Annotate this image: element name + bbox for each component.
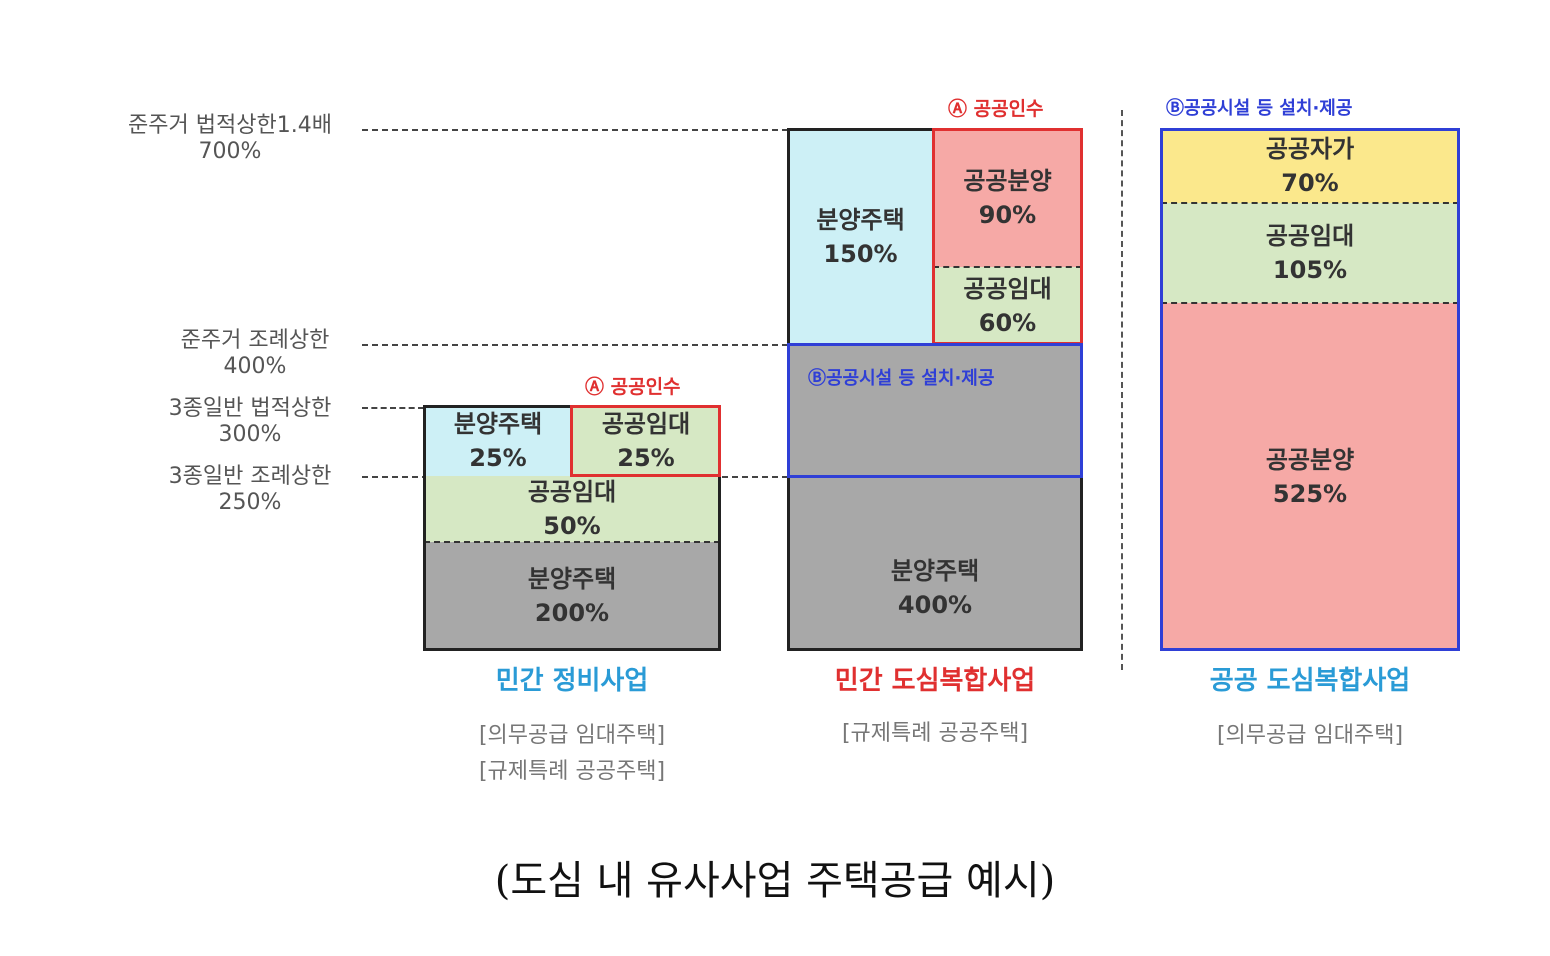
- block-value: 50%: [543, 512, 601, 540]
- project-title-1: 민간 정비사업: [424, 660, 720, 697]
- facility-annotation-2: Ⓑ공공시설 등 설치·제공: [808, 368, 995, 389]
- level-label-400: 준주거 조례상한 400%: [130, 328, 380, 380]
- block-p2-sale-150: 분양주택 150%: [788, 129, 933, 344]
- block-label: 분양주택: [453, 410, 543, 438]
- project-title-3: 공공 도심복합사업: [1161, 660, 1459, 697]
- block-value: 525%: [1272, 479, 1348, 508]
- subtitle-line: [의무공급 임대주택]: [478, 723, 666, 748]
- level-250-text: 3종일반 조례상한: [168, 464, 332, 489]
- project-subtitle-2: [규제특례 공공주택]: [788, 716, 1082, 752]
- level-400-text: 준주거 조례상한: [180, 328, 330, 353]
- guide-line-300: [362, 407, 424, 409]
- frame-p3-total: [1160, 128, 1460, 651]
- block-p2-rental-60: 공공임대 60%: [933, 267, 1082, 344]
- divider-p3-b: [1161, 302, 1459, 304]
- block-label: 분양주택: [527, 565, 617, 593]
- block-label: 공공자가: [1265, 135, 1355, 163]
- level-400-value: 400%: [223, 354, 287, 379]
- block-value: 400%: [897, 591, 973, 619]
- block-p3-rental-105: 공공임대 105%: [1161, 203, 1459, 303]
- public-takeover-annotation-1: Ⓐ 공공인수: [585, 376, 681, 398]
- guide-line-700: [362, 129, 788, 131]
- block-p2-public-sale-90: 공공분양 90%: [933, 129, 1082, 267]
- public-takeover-annotation-2: Ⓐ 공공인수: [948, 98, 1044, 120]
- project-subtitle-3: [의무공급 임대주택]: [1161, 718, 1459, 754]
- block-p1-rental-25: 공공임대 25%: [572, 406, 720, 476]
- separator-line: [1121, 110, 1123, 670]
- block-p1-sale-25: 분양주택 25%: [424, 406, 572, 476]
- block-value: 200%: [534, 599, 610, 627]
- block-label: 공공임대: [601, 410, 691, 438]
- project-title-text: 민간 정비사업: [495, 666, 649, 696]
- frame-p2-facility: [787, 343, 1083, 478]
- block-label: 공공임대: [1265, 222, 1355, 250]
- project-title-text: 민간 도심복합사업: [834, 666, 1036, 696]
- level-250-value: 250%: [218, 490, 282, 515]
- block-value: 70%: [1281, 169, 1339, 197]
- block-p1-sale-200: 분양주택 200%: [424, 542, 720, 650]
- block-value: 105%: [1272, 256, 1348, 284]
- frame-p2-takeover: [932, 128, 1083, 345]
- block-label: 공공분양: [1265, 445, 1355, 474]
- subtitle-line: [규제특례 공공주택]: [478, 759, 666, 784]
- block-value: 25%: [617, 444, 675, 472]
- level-label-700: 준주거 법적상한1.4배 700%: [80, 113, 380, 165]
- block-p3-owner-70: 공공자가 70%: [1161, 129, 1459, 203]
- facility-annotation-3: Ⓑ공공시설 등 설치·제공: [1166, 98, 1353, 119]
- divider-p2: [933, 266, 1082, 268]
- block-value: 25%: [469, 444, 527, 472]
- block-label: 공공임대: [963, 274, 1052, 303]
- level-300-text: 3종일반 법적상한: [168, 396, 332, 421]
- block-label: 분양주택: [816, 205, 905, 234]
- level-700-text: 준주거 법적상한1.4배: [128, 113, 332, 138]
- level-700-value: 700%: [198, 139, 262, 164]
- guide-line-400: [362, 344, 788, 346]
- block-p1-rental-50: 공공임대 50%: [424, 476, 720, 542]
- block-p2-sale-400: 분양주택 400%: [788, 344, 1082, 650]
- project-title-text: 공공 도심복합사업: [1209, 666, 1411, 696]
- block-label: 공공분양: [963, 167, 1052, 195]
- subtitle-line: [규제특례 공공주택]: [841, 721, 1029, 746]
- level-300-value: 300%: [218, 422, 282, 447]
- figure-caption: (도심 내 유사사업 주택공급 예시): [494, 858, 1056, 904]
- block-value: 150%: [823, 239, 898, 268]
- block-value: 90%: [978, 201, 1037, 229]
- divider-p1: [424, 541, 720, 543]
- block-value: 60%: [978, 308, 1037, 337]
- level-label-300: 3종일반 법적상한 300%: [120, 396, 380, 448]
- frame-p1-takeover: [570, 405, 721, 477]
- project-title-2: 민간 도심복합사업: [788, 660, 1082, 697]
- level-label-250: 3종일반 조례상한 250%: [120, 464, 380, 516]
- project-subtitle-1: [의무공급 임대주택] [규제특례 공공주택]: [424, 718, 720, 790]
- block-label: 공공임대: [527, 478, 617, 506]
- block-p3-public-sale-525: 공공분양 525%: [1161, 303, 1459, 650]
- block-label: 분양주택: [890, 557, 980, 585]
- divider-p3-a: [1161, 202, 1459, 204]
- subtitle-line: [의무공급 임대주택]: [1216, 723, 1404, 748]
